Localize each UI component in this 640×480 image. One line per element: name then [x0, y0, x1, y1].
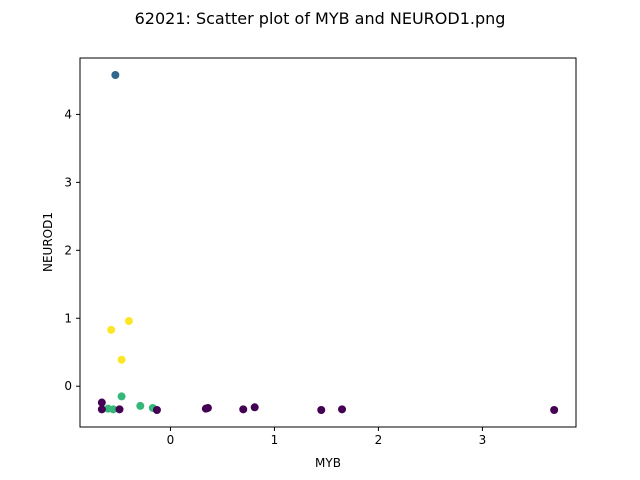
y-tick-label: 4	[64, 107, 72, 121]
scatter-point	[152, 406, 161, 415]
scatter-point	[97, 405, 106, 414]
x-tick-label: 1	[271, 433, 279, 447]
plot-border	[79, 57, 577, 428]
scatter-point	[250, 403, 259, 412]
scatter-point	[239, 405, 248, 414]
scatter-point	[338, 405, 347, 414]
scatter-point	[124, 316, 133, 325]
y-axis-label: NEUROD1	[41, 212, 55, 272]
scatter-point	[117, 392, 126, 401]
plot-area	[79, 57, 577, 428]
y-tick-label: 2	[64, 243, 72, 257]
x-tick-label: 3	[479, 433, 487, 447]
scatter-point	[109, 405, 118, 414]
scatter-point	[111, 70, 120, 79]
scatter-point	[203, 403, 212, 412]
x-axis-label: MYB	[315, 456, 341, 470]
x-tick-label: 2	[375, 433, 383, 447]
y-axis-ticks: 0 1 2 3 4	[64, 107, 80, 393]
scatter-point	[115, 405, 124, 414]
scatter-point	[317, 406, 326, 415]
x-tick-label: 0	[167, 433, 175, 447]
scatter-point	[136, 401, 145, 410]
scatter-point	[97, 398, 106, 407]
points-layer	[97, 70, 559, 415]
y-tick-label: 3	[64, 175, 72, 189]
y-tick-label: 1	[64, 311, 72, 325]
scatter-point	[550, 406, 559, 415]
chart-title: 62021: Scatter plot of MYB and NEUROD1.p…	[135, 9, 506, 28]
scatter-point	[107, 325, 116, 334]
x-axis-ticks: 0 1 2 3	[167, 427, 487, 447]
y-tick-label: 0	[64, 379, 72, 393]
scatter-point	[117, 355, 126, 364]
